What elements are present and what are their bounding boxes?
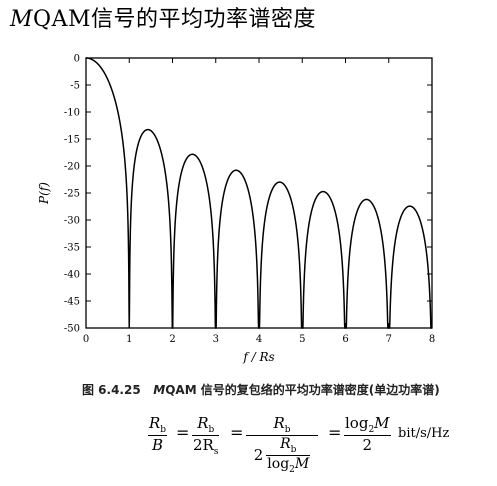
log-symbol: log	[267, 455, 290, 472]
bandwidth-efficiency-formula: Rb B = Rb 2Rs = Rb 2 Rb log2M = log2M 2 …	[140, 412, 490, 482]
rs-sub: s	[213, 447, 219, 457]
x-tick-label: 4	[256, 334, 262, 345]
rb-sub-2: b	[208, 425, 215, 435]
m-symbol-2: M	[374, 414, 390, 432]
y-tick-label: -25	[64, 189, 80, 200]
y-tick-label: -50	[64, 324, 80, 335]
y-tick-label: -10	[64, 108, 80, 119]
frac-log2m-over-2: log2M 2	[344, 414, 391, 454]
y-tick-label: -40	[64, 270, 80, 281]
equals-2: =	[230, 423, 244, 442]
psd-curve	[86, 57, 432, 329]
x-tick-label: 7	[386, 334, 392, 345]
x-tick-label: 5	[299, 334, 305, 345]
frac-rb-over-2rs: Rb 2Rs	[192, 414, 220, 457]
page-title: MQAM信号的平均功率谱密度	[10, 6, 316, 34]
y-tick-label: -45	[64, 297, 80, 308]
title-rest: QAM信号的平均功率谱密度	[33, 7, 316, 32]
x-tick-label: 6	[342, 334, 348, 345]
frac-rb-over-log2m: Rb log2M	[266, 436, 311, 475]
x-tick-label: 2	[169, 334, 175, 345]
equals-1: =	[176, 423, 190, 442]
log-sub: 2	[289, 464, 295, 475]
x-tick-label: 0	[83, 334, 89, 345]
rb-symbol-3: R	[273, 414, 285, 432]
y-tick-label: -35	[64, 243, 80, 254]
x-axis-label: f / Rs	[242, 350, 274, 364]
y-tick-label: -20	[64, 162, 80, 173]
figure-number: 图 6.4.25	[82, 383, 141, 397]
log-symbol-2: log	[345, 414, 369, 432]
rb-symbol: R	[149, 414, 161, 432]
b-symbol: B	[152, 436, 164, 454]
rb-sub: b	[160, 425, 167, 435]
frac-rb-over-b: Rb B	[148, 414, 168, 454]
two-rs: 2R	[193, 436, 214, 454]
figure-caption: 图 6.4.25 MQAM 信号的复包络的平均功率谱密度(单边功率谱)	[82, 381, 492, 398]
two-denominator: 2	[362, 436, 373, 454]
x-tick-label: 1	[126, 334, 132, 345]
rb-sub-3: b	[284, 425, 291, 435]
psd-series	[86, 57, 432, 329]
two-factor: 2	[253, 446, 264, 465]
log-sub-2: 2	[368, 425, 375, 435]
rb-symbol-4: R	[280, 436, 291, 452]
plot-border	[85, 57, 433, 329]
unit-label: bit/s/Hz	[398, 426, 450, 441]
y-tick-label: -15	[64, 135, 80, 146]
psd-chart: 0 -5 -10 -15 -20 -25 -30 -35 -40 -45 -50 0 1 2 3 4 5 6 7 8…	[37, 54, 435, 365]
frac-rb-over-compound: Rb 2 Rb log2M	[246, 414, 318, 475]
caption-text: QAM 信号的复包络的平均功率谱密度(单边功率谱)	[165, 383, 440, 397]
y-axis-label: P(f)	[37, 182, 51, 205]
y-tick-label: -30	[64, 216, 80, 227]
rb-symbol-2: R	[197, 414, 209, 432]
y-tick-label: 0	[74, 54, 80, 65]
m-symbol: M	[294, 455, 310, 472]
equals-3: =	[328, 423, 342, 442]
rb-sub-4: b	[290, 444, 297, 455]
caption-italic-m: M	[153, 383, 166, 397]
title-italic-m: M	[10, 7, 34, 32]
y-tick-label: -5	[70, 81, 80, 92]
y-axis-ticks: 0 -5 -10 -15 -20 -25 -30 -35 -40 -45 -50	[64, 54, 432, 335]
x-tick-label: 3	[213, 334, 219, 345]
plot-frame	[85, 57, 433, 329]
x-axis-ticks: 0 1 2 3 4 5 6 7 8	[83, 58, 435, 345]
x-tick-label: 8	[429, 334, 435, 345]
